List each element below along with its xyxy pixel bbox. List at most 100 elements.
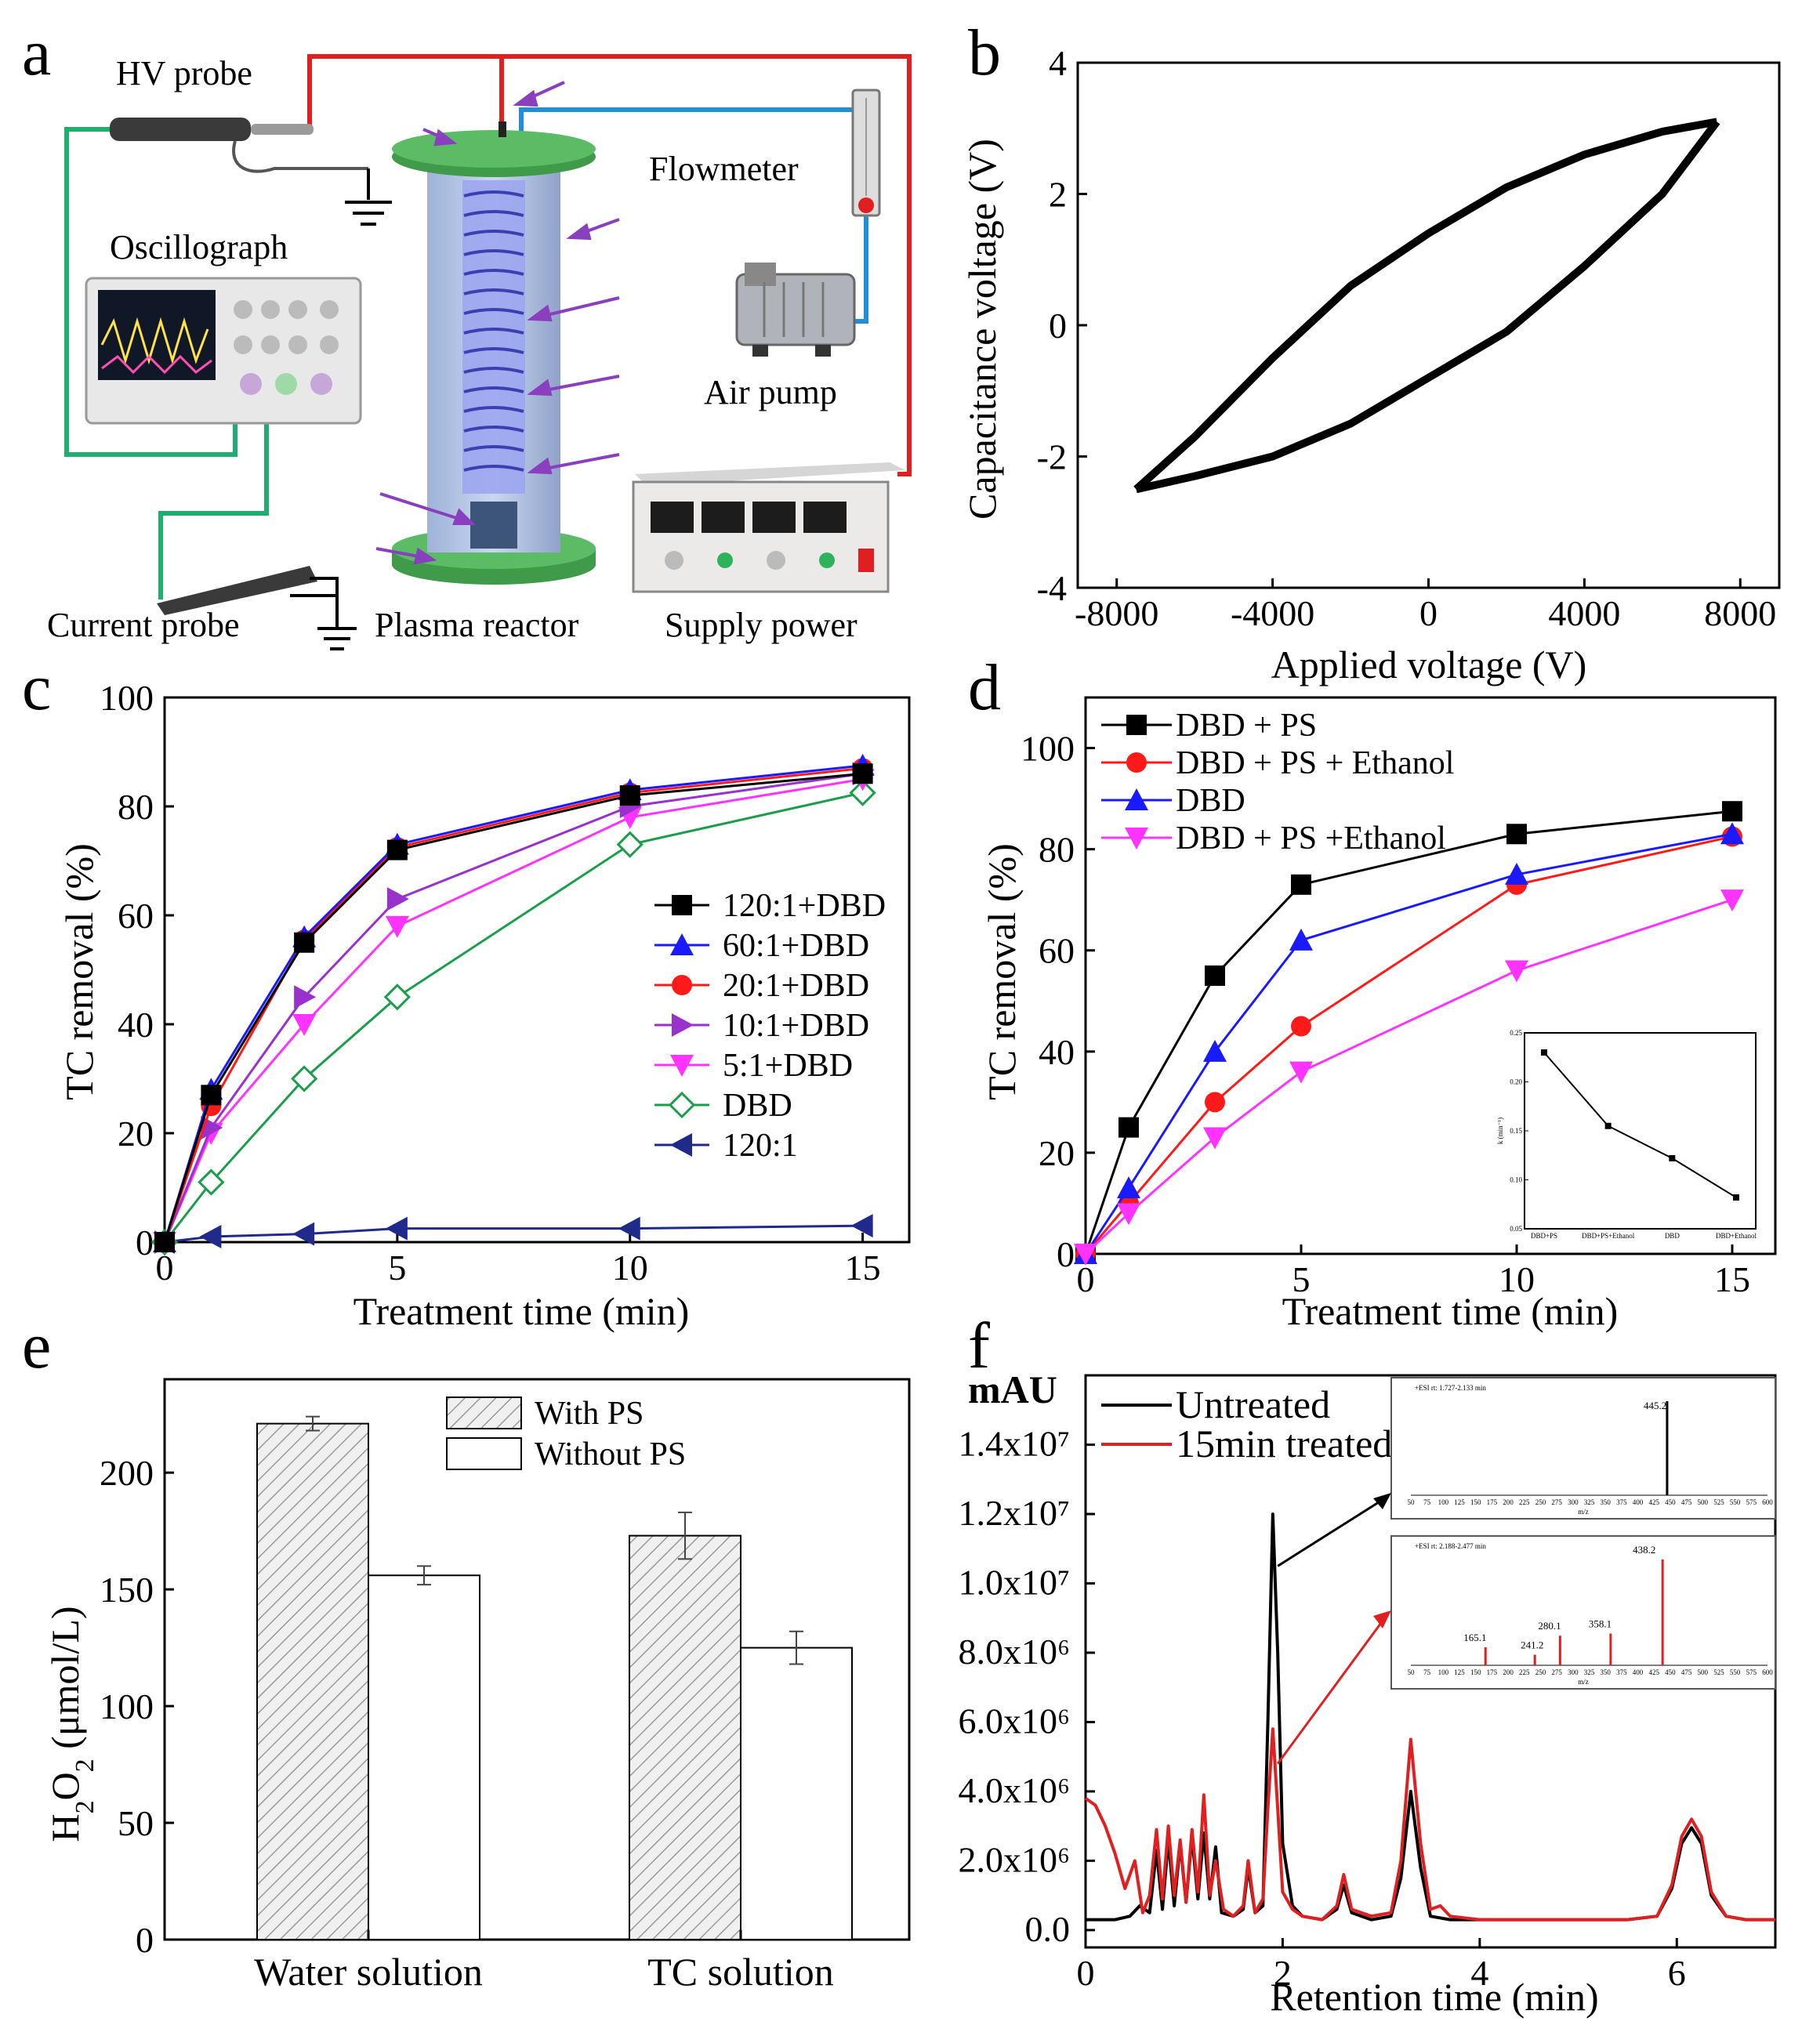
chart-c-xtick-label: 10 (612, 1248, 648, 1288)
panel-label-c: c (22, 651, 51, 724)
air-pump-icon (735, 263, 856, 357)
inset-f-title: +ESI rt: 1.727-2.133 min (1415, 1384, 1486, 1392)
inset-d-ytick-label: 0.25 (1510, 1029, 1522, 1037)
inset-f-xtick-label: 75 (1423, 1668, 1431, 1676)
bar (256, 1422, 369, 1940)
data-point (852, 763, 873, 784)
inset-f-peak-label: 280.1 (1538, 1620, 1561, 1632)
oscillograph-icon (85, 277, 362, 425)
chart-e-ytick-label: 150 (100, 1570, 154, 1610)
inset-f-xtick-label: 100 (1438, 1668, 1449, 1676)
data-point (1117, 1203, 1140, 1226)
unit-label-f: mAU (968, 1368, 1057, 1411)
inset-f-xtick-label: 325 (1584, 1668, 1595, 1676)
inset-d-xtick-label: DBD+PS (1531, 1232, 1557, 1240)
inset-f-xtick-label: 400 (1633, 1668, 1644, 1676)
legend-label: With PS (535, 1396, 644, 1432)
inset-f-peak-label: 438.2 (1633, 1544, 1655, 1556)
legend-label: 10:1+DBD (723, 1008, 869, 1044)
label-supply-power: Supply power (665, 606, 857, 644)
legend-label: Untreated (1176, 1382, 1330, 1426)
data-point (1506, 824, 1527, 845)
inset-f-xlabel: m/z (1578, 1678, 1589, 1686)
chart-b-xtick-label: -4000 (1231, 593, 1314, 633)
data-point (1118, 1117, 1139, 1138)
panel-b-chart: b -8000 -4000 0 4000 8000 -4 -2 0 2 4 Applied vol… (960, 16, 1781, 686)
inset-f-xtick-label: 450 (1665, 1498, 1676, 1506)
chart-b-ytick-label: 2 (1049, 175, 1067, 215)
chart-e-ytick-label: 50 (118, 1803, 154, 1843)
chart-d-ytick-label: 40 (1039, 1032, 1075, 1072)
legend-marker (1125, 788, 1148, 810)
chart-b-frame (1076, 61, 1781, 589)
data-point (1205, 1092, 1225, 1113)
label-plasma-reactor: Plasma reactor (375, 606, 579, 644)
chart-b-ytick-label: 0 (1049, 306, 1067, 346)
series-line (163, 772, 863, 1243)
inset-d-ytick-label: 0.20 (1510, 1078, 1522, 1086)
inset-f-xtick-label: 525 (1713, 1498, 1724, 1506)
x-axis-label-b: Applied voltage (V) (1271, 643, 1587, 686)
data-point (1720, 889, 1744, 912)
bar (629, 1534, 741, 1940)
legend-label: 5:1+DBD (723, 1048, 853, 1084)
chart-b-xtick-label: -8000 (1075, 593, 1158, 633)
data-point (1289, 1061, 1313, 1084)
series-line (1084, 898, 1733, 1255)
data-point (294, 932, 315, 953)
inset-d-ylabel: k (min⁻¹) (1496, 1118, 1504, 1144)
y-axis-label-c: TC removal (%) (57, 843, 101, 1100)
inset-d-ytick-label: 0.05 (1510, 1225, 1522, 1233)
inset-d-xtick-label: DBD+Ethanol (1716, 1232, 1757, 1240)
hv-probe-icon (110, 118, 392, 226)
inset-f-xtick-label: 425 (1648, 1668, 1659, 1676)
panel-label-d: d (968, 651, 1001, 724)
chart-e-ytick-label: 100 (100, 1686, 154, 1726)
legend-label: DBD + PS +Ethanol (1176, 821, 1446, 857)
chart-b-xtick-label: 4000 (1548, 593, 1620, 633)
chart-e-xtick-label: TC solution (647, 1950, 834, 1994)
label-oscillograph: Oscillograph (110, 228, 288, 266)
data-point (385, 1216, 408, 1241)
ground-wire-probe (64, 127, 237, 457)
inset-f-peak-label: 241.2 (1521, 1639, 1543, 1651)
legend-swatch (446, 1437, 522, 1470)
chart-d-frame (1084, 696, 1777, 1255)
chart-f-ytick-label: 1.2x10⁷ (958, 1493, 1070, 1533)
inset-f-peak-label: 358.1 (1589, 1618, 1612, 1630)
legend-label: DBD (723, 1088, 792, 1124)
data-point (199, 1225, 222, 1249)
panel-f-chart: f mAU 0 2 4 6 0.0 2.0x10⁶ 4.0x10⁶ 6.0x10⁶ 8.0x10… (958, 1310, 1777, 2019)
inset-f-xtick-label: 150 (1470, 1498, 1481, 1506)
loop-branch-2 (1135, 119, 1720, 494)
inset-f-xtick-label: 200 (1503, 1498, 1514, 1506)
legend-label: DBD + PS (1176, 708, 1317, 744)
data-point (1291, 1016, 1311, 1037)
inset-f-xtick-label: 300 (1568, 1668, 1579, 1676)
chart-d-ytick-label: 20 (1039, 1133, 1075, 1173)
plasma-reactor-icon (392, 121, 596, 585)
inset-f-xtick-label: 525 (1713, 1668, 1724, 1676)
inset-f-xtick-label: 600 (1762, 1668, 1773, 1676)
inset-f-xtick-label: 500 (1698, 1498, 1709, 1506)
legend-marker (672, 895, 692, 915)
inset-f-xtick-label: 75 (1423, 1498, 1431, 1506)
data-point (154, 1232, 175, 1252)
legend-marker (672, 975, 692, 995)
chart-e-ytick-label: 0 (136, 1920, 154, 1960)
supply-power-icon (632, 462, 905, 593)
inset-f-peak-label: 445.2 (1644, 1400, 1666, 1411)
inset-f-xlabel: m/z (1578, 1508, 1589, 1516)
inset-f-xtick-label: 350 (1600, 1498, 1611, 1506)
inset-f-xtick-label: 225 (1519, 1498, 1530, 1506)
data-point (292, 1222, 315, 1246)
data-point (291, 1065, 318, 1092)
series-line (1084, 832, 1733, 1255)
chart-b-ytick-label: 4 (1049, 43, 1067, 83)
inset-d-point (1604, 1122, 1612, 1129)
data-point (1505, 862, 1528, 885)
legend-marker (670, 1055, 694, 1077)
data-point (1117, 1176, 1140, 1199)
data-point (1205, 965, 1225, 986)
